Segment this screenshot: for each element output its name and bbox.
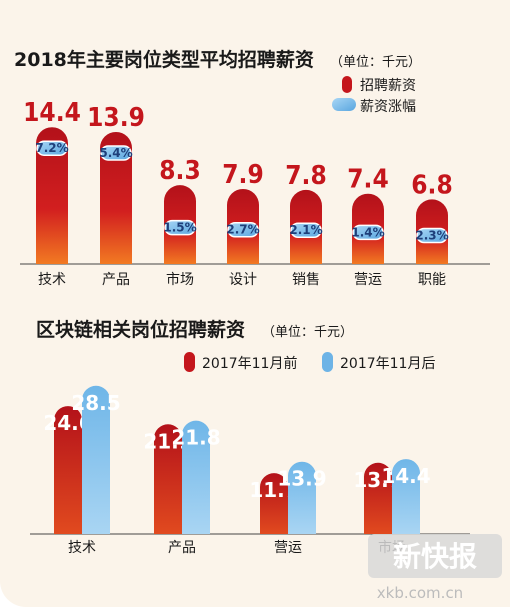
category-label: 技术	[68, 540, 96, 556]
growth-value-label: 2.1%	[289, 223, 322, 237]
category-label: 产品	[168, 540, 196, 556]
growth-value-label: 7.2%	[35, 141, 68, 155]
watermark-logo-text: 新快报	[393, 540, 477, 573]
growth-pill	[290, 222, 322, 238]
salary-value-label: 7.9	[222, 160, 263, 190]
legend-label-growth: 薪资涨幅	[360, 99, 416, 115]
growth-value-label: 2.3%	[415, 228, 448, 242]
salary-value-label: 13.9	[87, 103, 145, 133]
growth-pill	[36, 140, 68, 156]
value-label-after: 28.5	[71, 391, 120, 415]
category-label: 营运	[274, 540, 302, 556]
category-label: 销售	[292, 272, 320, 288]
bar-after	[182, 420, 210, 534]
category-label: 技术	[38, 272, 66, 288]
growth-pill	[352, 224, 384, 241]
bar-before	[364, 462, 392, 534]
chart2-legend: 2017年11月前 2017年11月后	[184, 352, 435, 372]
chart1-title: 2018年主要岗位类型平均招聘薪资	[14, 48, 314, 71]
legend-label-salary: 招聘薪资	[360, 78, 416, 94]
salary-bar	[100, 131, 132, 264]
growth-value-label: 2.7%	[226, 223, 259, 237]
legend-swatch-before	[184, 352, 195, 372]
chart1-bars: 14.4 7.2% 技术 13.9 5.4% 产品 8.3 1.5% 市场 7.9 2.7% 设计 7.…	[23, 98, 453, 288]
growth-pill	[227, 221, 259, 238]
growth-value-label: 1.4%	[351, 225, 384, 239]
salary-bar	[36, 127, 68, 264]
salary-value-label: 8.3	[159, 156, 200, 186]
chart2-unit: （单位：千元）	[262, 325, 353, 340]
growth-value-label: 1.5%	[163, 221, 196, 235]
category-label: 营运	[354, 272, 382, 288]
chart2-title: 区块链相关岗位招聘薪资	[36, 318, 245, 341]
growth-pill	[100, 145, 132, 161]
salary-value-label: 6.8	[411, 170, 452, 200]
bar-before	[54, 406, 82, 534]
salary-value-label: 7.4	[347, 165, 388, 195]
chart1-unit: （单位：千元）	[330, 55, 421, 70]
salary-value-label: 14.4	[23, 98, 81, 128]
growth-pill	[164, 219, 196, 236]
chart1-legend: 招聘薪资 薪资涨幅	[332, 76, 416, 115]
value-label-after: 13.9	[277, 467, 326, 491]
legend-label-after: 2017年11月后	[340, 356, 435, 372]
bar-before	[260, 473, 288, 534]
bar-after	[82, 385, 110, 534]
category-label: 产品	[102, 272, 130, 288]
watermark: 新快报 xkb.com.cn	[368, 534, 502, 602]
growth-pill	[416, 227, 448, 244]
bar-after	[288, 461, 316, 534]
legend-label-before: 2017年11月前	[202, 355, 297, 372]
bar-before	[154, 424, 182, 534]
watermark-url: xkb.com.cn	[377, 584, 463, 602]
value-label-after: 14.4	[381, 464, 430, 488]
category-label: 设计	[229, 272, 257, 288]
value-label-after: 21.8	[171, 426, 220, 450]
watermark-box	[368, 534, 502, 578]
salary-value-label: 7.8	[285, 161, 326, 191]
legend-swatch-after	[322, 352, 333, 372]
legend-swatch-growth	[332, 98, 356, 111]
legend-swatch-salary	[342, 76, 352, 93]
category-label: 职能	[418, 272, 446, 288]
growth-value-label: 5.4%	[99, 146, 132, 160]
bar-after	[392, 459, 420, 534]
category-label: 市场	[166, 271, 194, 288]
